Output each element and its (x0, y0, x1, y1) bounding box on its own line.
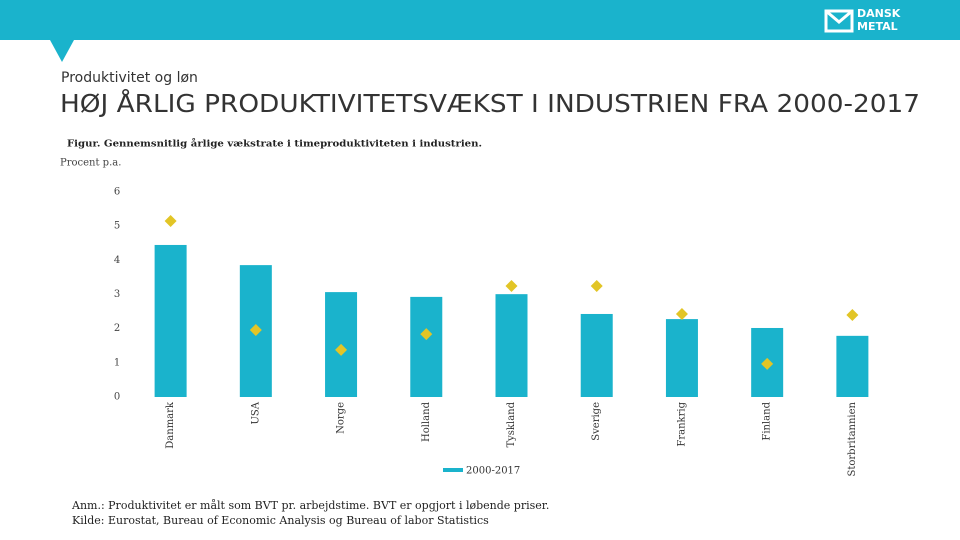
x-tick-label: Tyskland (506, 401, 517, 447)
x-tick-label: Holland (421, 401, 432, 442)
bar (410, 296, 443, 397)
y-tick-label: 3 (114, 289, 120, 300)
y-axis-label: Procent p.a. (60, 158, 121, 169)
x-tick-label: Frankrig (676, 401, 687, 446)
bar (495, 294, 528, 397)
top-band (0, 0, 960, 40)
x-tick-label: Danmark (165, 401, 176, 449)
y-tick-label: 5 (114, 221, 120, 232)
y-tick-label: 1 (114, 357, 120, 368)
x-tick-label: Finland (762, 401, 773, 440)
band-pointer (50, 40, 74, 62)
marker (675, 307, 688, 320)
y-tick-label: 4 (114, 255, 120, 266)
marker (335, 343, 348, 356)
chart-title: Figur. Gennemsnitlig årlige vækstrate i … (67, 138, 482, 150)
bar (836, 335, 869, 397)
marker (846, 309, 859, 321)
marker (249, 324, 262, 337)
x-tick-label: USA (250, 401, 261, 424)
logo-text: DANSK (857, 7, 901, 20)
y-tick-label: 2 (114, 323, 120, 334)
marker (590, 279, 603, 292)
logo-text: METAL (857, 20, 898, 33)
x-tick-label: Norge (336, 402, 347, 434)
legend-swatch (443, 468, 463, 472)
marker (761, 357, 774, 370)
note: Anm.: Produktivitet er målt som BVT pr. … (71, 499, 549, 512)
note: Kilde: Eurostat, Bureau of Economic Anal… (72, 514, 489, 527)
marker (164, 215, 177, 228)
logo-icon (824, 9, 854, 33)
subtitle: Produktivitet og løn (61, 70, 198, 86)
x-tick-label: Sverige (591, 402, 602, 441)
y-tick-label: 0 (114, 392, 120, 403)
y-tick-label: 6 (114, 187, 120, 198)
bar (154, 244, 187, 397)
marker (505, 279, 518, 292)
bar (580, 313, 613, 397)
legend-label: 2000-2017 (466, 466, 520, 477)
marker (420, 328, 433, 341)
x-tick-label: Storbritannien (847, 401, 858, 476)
slide-title: HØJ ÅRLIG PRODUKTIVITETSVÆKST I INDUSTRI… (60, 89, 920, 118)
bar (665, 319, 698, 397)
